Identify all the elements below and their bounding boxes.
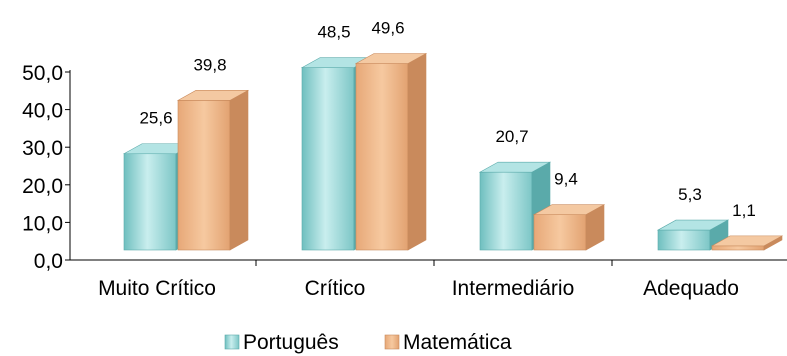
bar-top	[176, 90, 250, 101]
bar-top	[532, 204, 606, 215]
legend-label: Português	[243, 331, 339, 354]
data-label: 49,6	[371, 19, 404, 38]
y-tick-label: 20,0	[22, 175, 63, 198]
bar-front	[123, 153, 177, 251]
y-tick-label: 40,0	[22, 100, 63, 123]
x-tick-label: Crítico	[305, 277, 366, 300]
bar-front	[533, 214, 587, 251]
data-label: 1,1	[732, 201, 756, 220]
legend-swatch	[384, 334, 400, 350]
bar	[656, 219, 730, 251]
y-tick-label: 0,0	[34, 250, 63, 273]
y-tick-label: 30,0	[22, 137, 63, 160]
legend-item: Português	[224, 331, 339, 354]
bar	[354, 52, 428, 251]
bar-top	[656, 219, 730, 231]
x-tick-label: Muito Crítico	[98, 277, 216, 300]
y-tick-label: 10,0	[22, 212, 63, 235]
data-label: 39,8	[193, 55, 226, 74]
data-label: 5,3	[678, 185, 702, 204]
legend-label: Matemática	[403, 331, 512, 354]
bar	[532, 204, 606, 251]
legend-swatch	[224, 334, 240, 350]
bar-front	[479, 171, 533, 251]
bar-top	[354, 53, 428, 64]
y-tick-label: 50,0	[22, 62, 63, 85]
data-label: 9,4	[554, 170, 578, 189]
bar-front	[301, 67, 355, 251]
bar	[176, 89, 250, 251]
bar-front	[177, 100, 231, 251]
bar-front	[355, 63, 409, 251]
bar-front	[657, 229, 711, 251]
legend-item: Matemática	[384, 331, 512, 354]
x-tick-label: Intermediário	[452, 277, 575, 300]
x-tick-label: Adequado	[643, 277, 739, 300]
bar-side	[229, 89, 249, 251]
data-label: 48,5	[317, 23, 350, 42]
bar-top	[710, 235, 784, 247]
data-label: 20,7	[495, 127, 528, 146]
bar-top	[478, 161, 552, 173]
bar-front	[711, 245, 765, 251]
bar	[710, 235, 784, 251]
data-label: 25,6	[139, 109, 172, 128]
bar-side	[407, 52, 427, 251]
